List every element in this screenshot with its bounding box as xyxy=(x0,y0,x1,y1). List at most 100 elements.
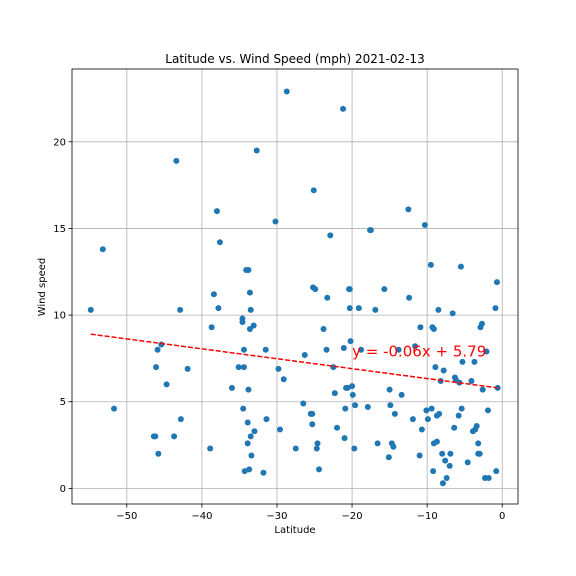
data-point xyxy=(439,480,446,487)
data-point xyxy=(241,468,248,475)
data-point xyxy=(152,433,159,440)
data-point xyxy=(244,440,251,447)
data-point xyxy=(240,346,247,353)
data-point xyxy=(158,341,165,348)
data-point xyxy=(163,381,170,388)
data-point xyxy=(475,440,482,447)
data-point xyxy=(260,469,267,476)
data-point xyxy=(493,468,500,475)
data-point xyxy=(340,345,347,352)
chart-title: Latitude vs. Wind Speed (mph) 2021-02-13 xyxy=(165,52,424,66)
x-tick-label: −20 xyxy=(342,511,363,522)
x-tick-label: −50 xyxy=(116,511,137,522)
data-point xyxy=(263,416,270,423)
data-point xyxy=(244,419,251,426)
data-point xyxy=(483,348,490,355)
data-point xyxy=(349,391,356,398)
data-point xyxy=(240,364,247,371)
data-point xyxy=(352,402,359,409)
data-point xyxy=(349,383,356,390)
data-point xyxy=(446,462,453,469)
y-tick-label: 10 xyxy=(53,311,66,322)
data-point xyxy=(173,157,180,164)
data-point xyxy=(473,423,480,430)
data-point xyxy=(390,443,397,450)
data-point xyxy=(449,310,456,317)
data-point xyxy=(331,390,338,397)
data-point xyxy=(428,405,435,412)
data-point xyxy=(177,416,184,423)
data-point xyxy=(455,412,462,419)
data-point xyxy=(245,386,252,393)
data-point xyxy=(432,364,439,371)
data-point xyxy=(347,338,354,345)
data-point xyxy=(235,364,242,371)
x-tick-label: −40 xyxy=(191,511,212,522)
data-point xyxy=(239,315,246,322)
data-point xyxy=(476,450,483,457)
data-point xyxy=(213,208,220,215)
data-point xyxy=(154,346,161,353)
data-point xyxy=(184,365,191,372)
data-point xyxy=(323,346,330,353)
annotations: y = -0.06x + 5.79 xyxy=(352,343,486,361)
data-point xyxy=(246,466,253,473)
data-point xyxy=(262,346,269,353)
data-point xyxy=(309,421,316,428)
regression-line xyxy=(90,333,498,389)
data-point xyxy=(316,466,323,473)
data-point xyxy=(155,450,162,457)
data-point xyxy=(171,433,178,440)
data-point xyxy=(283,88,290,95)
data-point xyxy=(153,364,160,371)
data-point xyxy=(313,445,320,452)
data-point xyxy=(493,279,500,286)
data-point xyxy=(208,324,215,331)
data-point xyxy=(334,424,341,431)
data-point xyxy=(251,428,258,435)
data-point xyxy=(341,435,348,442)
x-tick-label: 0 xyxy=(499,511,505,522)
data-point xyxy=(215,305,222,312)
data-point xyxy=(381,286,388,293)
data-point xyxy=(177,306,184,313)
data-point xyxy=(247,433,254,440)
data-point xyxy=(430,325,437,332)
data-point xyxy=(351,445,358,452)
y-tick-label: 15 xyxy=(53,224,66,235)
data-point xyxy=(416,452,423,459)
x-tick-label: −10 xyxy=(417,511,438,522)
data-point xyxy=(440,367,447,374)
data-point xyxy=(458,405,465,412)
data-point xyxy=(435,306,442,313)
data-point xyxy=(248,452,255,459)
data-point xyxy=(99,246,106,253)
data-point xyxy=(387,402,394,409)
data-point xyxy=(424,416,431,423)
data-point xyxy=(340,105,347,112)
data-point xyxy=(210,291,217,298)
data-point xyxy=(314,440,321,447)
data-point xyxy=(492,305,499,312)
data-point xyxy=(247,306,254,313)
plot-frame xyxy=(71,68,519,505)
regression-line-layer xyxy=(90,333,498,389)
x-axis-label: Latitude xyxy=(274,525,315,536)
data-point xyxy=(253,147,260,154)
data-point xyxy=(439,450,446,457)
y-axis-ticks: 0 5 10 15 20 xyxy=(53,137,72,495)
data-point xyxy=(324,294,331,301)
x-axis-ticks: −50 −40 −30 −20 −10 0 xyxy=(116,504,505,522)
scatter-points xyxy=(87,88,501,487)
grid-lines xyxy=(72,69,518,504)
data-point xyxy=(240,405,247,412)
data-point xyxy=(276,426,283,433)
data-point xyxy=(436,410,443,417)
data-point xyxy=(447,450,454,457)
data-point xyxy=(442,457,449,464)
data-point xyxy=(457,263,464,270)
data-point xyxy=(309,410,316,417)
data-point xyxy=(430,468,437,475)
y-tick-label: 0 xyxy=(60,484,66,495)
